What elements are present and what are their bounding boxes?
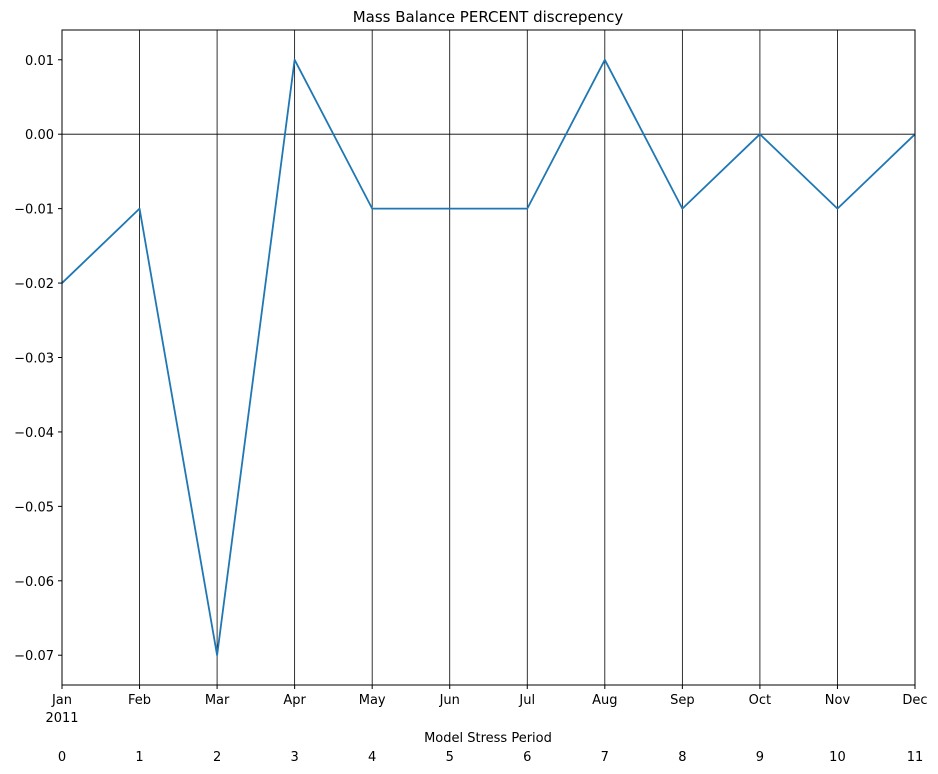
y-tick-label: −0.01 xyxy=(14,203,54,218)
stress-period-label: 1 xyxy=(135,750,143,765)
chart-title: Mass Balance PERCENT discrepency xyxy=(353,8,624,26)
stress-period-label: 7 xyxy=(601,750,609,765)
y-tick-label: −0.06 xyxy=(14,575,54,590)
x-tick-label: Sep xyxy=(670,693,695,708)
x-tick-label: Feb xyxy=(128,693,151,708)
x-tick-label: Mar xyxy=(205,693,230,708)
plot-frame xyxy=(61,29,916,686)
stress-period-label: 11 xyxy=(907,750,924,765)
x-tick-label: Jun xyxy=(439,693,460,708)
y-tick-label: 0.01 xyxy=(25,54,54,69)
x-tick-label: Jul xyxy=(518,693,535,708)
stress-period-labels: 0 1 2 3 4 5 6 7 8 9 10 11 xyxy=(58,750,923,765)
x-tick-label: Oct xyxy=(749,693,771,708)
y-tick-label: −0.05 xyxy=(14,500,54,515)
x-tick-label: Dec xyxy=(902,693,927,708)
y-tick-label: −0.02 xyxy=(14,277,54,292)
stress-period-label: 3 xyxy=(290,750,298,765)
y-tick-label: 0.00 xyxy=(25,128,54,143)
stress-period-label: 8 xyxy=(678,750,686,765)
vertical-guides xyxy=(61,30,916,685)
stress-period-label: 0 xyxy=(58,750,66,765)
y-axis-ticks: 0.01 0.00 −0.01 −0.02 −0.03 −0.04 −0.05 −0.06 −0… xyxy=(14,54,62,664)
series-line xyxy=(61,58,916,657)
stress-period-label: 5 xyxy=(446,750,454,765)
x-tick-label: Jan xyxy=(51,693,72,708)
stress-period-label: 10 xyxy=(829,750,846,765)
x-tick-label: Aug xyxy=(592,693,617,708)
stress-period-label: 2 xyxy=(213,750,221,765)
year-label: 2011 xyxy=(45,711,78,726)
y-tick-label: −0.04 xyxy=(14,426,54,441)
y-tick-label: −0.07 xyxy=(14,649,54,664)
stress-period-label: 9 xyxy=(756,750,764,765)
stress-period-label: 6 xyxy=(523,750,531,765)
x-tick-label: May xyxy=(359,693,386,708)
stress-period-label: 4 xyxy=(368,750,376,765)
x-axis-label: Model Stress Period xyxy=(424,731,552,746)
x-tick-label: Nov xyxy=(825,693,851,708)
series-group xyxy=(61,58,916,657)
x-axis-ticks: Jan Feb Mar Apr May Jun Jul Aug Sep Oct Nov Dec xyxy=(51,685,928,708)
y-tick-label: −0.03 xyxy=(14,352,54,367)
x-tick-label: Apr xyxy=(283,693,306,708)
